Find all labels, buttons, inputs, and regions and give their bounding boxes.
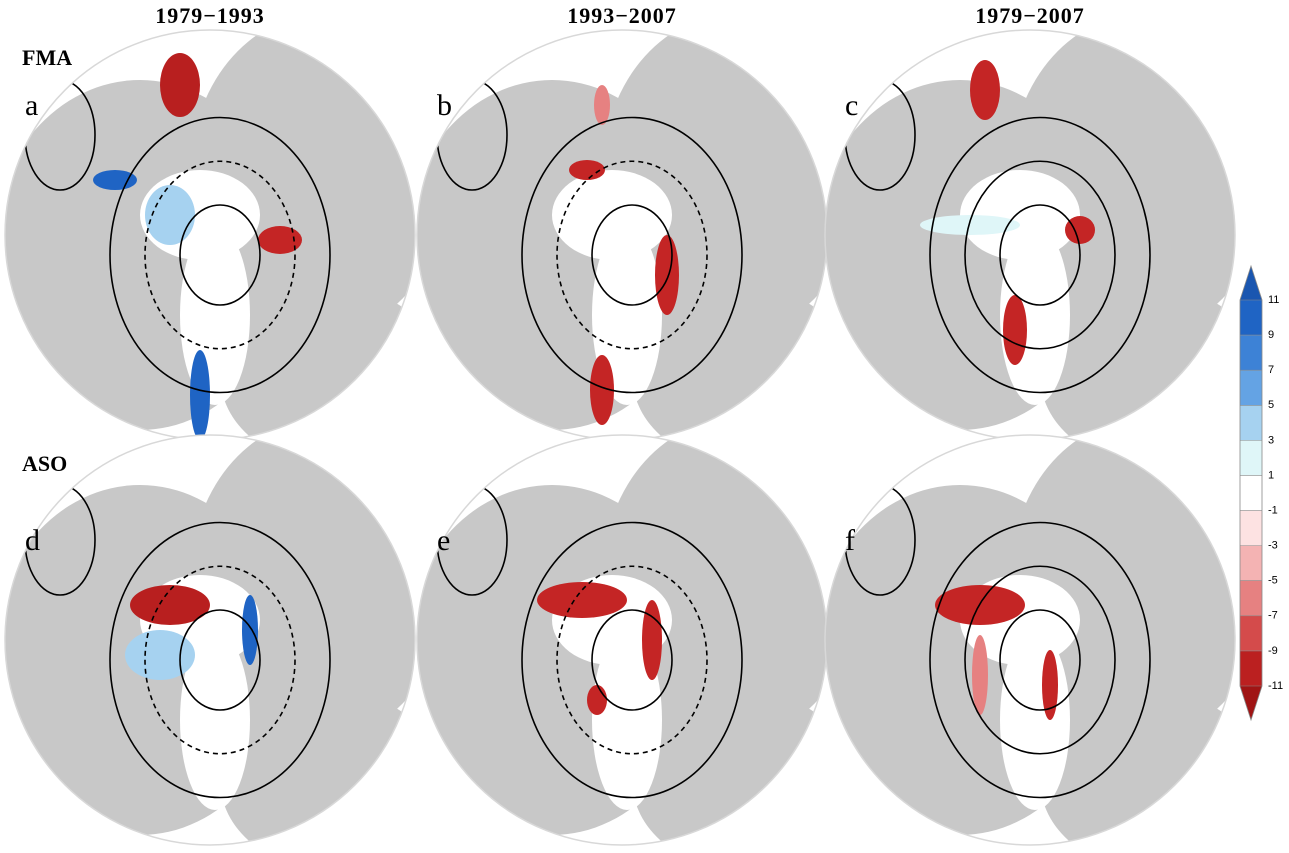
map-panel: [5, 435, 415, 845]
colorbar-band: [1240, 615, 1262, 651]
contour: [964, 160, 1116, 350]
colorbar-band: [1240, 475, 1262, 511]
contour: [109, 521, 331, 799]
panel-letter: a: [25, 89, 38, 122]
anomaly-patch: [587, 685, 607, 715]
colorbar-extend: [1240, 686, 1262, 720]
contour: [591, 204, 673, 306]
anomaly-patch: [970, 60, 1000, 120]
anomaly-patch: [569, 160, 605, 180]
contour: [179, 609, 261, 711]
colorbar-band: [1240, 405, 1262, 441]
colorbar-tick-label: 5: [1268, 399, 1274, 411]
colorbar-tick-label: -3: [1268, 540, 1278, 552]
contour: [929, 116, 1151, 394]
anomaly-patch: [258, 226, 302, 254]
contour: [521, 521, 743, 799]
map-border: [824, 434, 1236, 846]
contour: [591, 609, 673, 711]
colorbar-tick-label: -9: [1268, 645, 1278, 657]
contour: [929, 521, 1151, 799]
panel-letter: e: [437, 524, 450, 557]
colorbar-tick-label: 3: [1268, 434, 1274, 446]
anomaly-patch: [1042, 650, 1058, 720]
panel-letter: f: [845, 524, 855, 557]
contour: [556, 565, 708, 755]
map-border: [4, 434, 416, 846]
anomaly-patch: [145, 185, 195, 245]
colorbar-tick-label: -1: [1268, 504, 1278, 516]
colorbar-tick-label: -11: [1268, 680, 1283, 692]
map-panel: [417, 30, 827, 440]
contour: [521, 116, 743, 394]
anomaly-patch: [920, 215, 1020, 235]
colorbar-band: [1240, 440, 1262, 476]
atlantic: [592, 225, 662, 405]
anomaly-patch: [190, 350, 210, 440]
anomaly-patch: [160, 53, 200, 117]
colorbar-band: [1240, 545, 1262, 581]
anomaly-patch: [655, 235, 679, 315]
colorbar-band: [1240, 650, 1262, 686]
colorbar-band: [1240, 300, 1262, 336]
colorbar-tick-label: 7: [1268, 364, 1274, 376]
colorbar-tick-label: 9: [1268, 329, 1274, 341]
colorbar-band: [1240, 370, 1262, 406]
contour: [999, 204, 1081, 306]
anomaly-patch: [1003, 295, 1027, 365]
colorbar-band: [1240, 580, 1262, 616]
contour: [964, 565, 1116, 755]
colorbar-band: [1240, 510, 1262, 546]
contour: [999, 609, 1081, 711]
map-panel: [417, 435, 827, 845]
contour: [556, 160, 708, 350]
panel-letter: c: [845, 89, 858, 122]
atlantic: [592, 630, 662, 810]
colorbar-extend: [1240, 266, 1262, 300]
anomaly-patch: [242, 595, 258, 665]
land: [1040, 285, 1235, 440]
map-panel: [5, 30, 415, 440]
colorbar-tick-label: -5: [1268, 575, 1278, 587]
row-label: FMA: [22, 45, 72, 70]
colorbar-band: [1240, 335, 1262, 371]
anomaly-patch: [537, 582, 627, 618]
anomaly-patch: [125, 630, 195, 680]
contour: [144, 565, 296, 755]
atlantic: [180, 630, 250, 810]
colorbar-tick-label: 11: [1268, 294, 1279, 306]
atlantic: [1000, 630, 1070, 810]
anomaly-patch: [130, 585, 210, 625]
colorbar: 11 9 7 5 3 1 -1 -3 -5 -7 -9 -11: [1239, 264, 1283, 722]
contour: [109, 116, 331, 394]
map-panel: [825, 30, 1235, 440]
anomaly-patch: [1065, 216, 1095, 244]
panel-letter: d: [25, 524, 40, 557]
anomaly-patch: [972, 635, 988, 715]
panel-letter: b: [437, 89, 452, 122]
anomaly-patch: [590, 355, 614, 425]
map-panels: a b c d e f: [4, 29, 1236, 846]
anomaly-patch: [93, 170, 137, 190]
column-title: 1979−1993: [155, 3, 265, 28]
row-label: ASO: [22, 451, 67, 476]
column-title: 1979−2007: [975, 3, 1085, 28]
anomaly-patch: [594, 85, 610, 125]
map-panel: [825, 435, 1235, 845]
colorbar-tick-label: -7: [1268, 610, 1278, 622]
atlantic: [180, 225, 250, 405]
colorbar-tick-label: 1: [1268, 469, 1274, 481]
contour: [144, 160, 296, 350]
land: [220, 285, 415, 440]
contour: [179, 204, 261, 306]
column-title: 1993−2007: [567, 3, 677, 28]
